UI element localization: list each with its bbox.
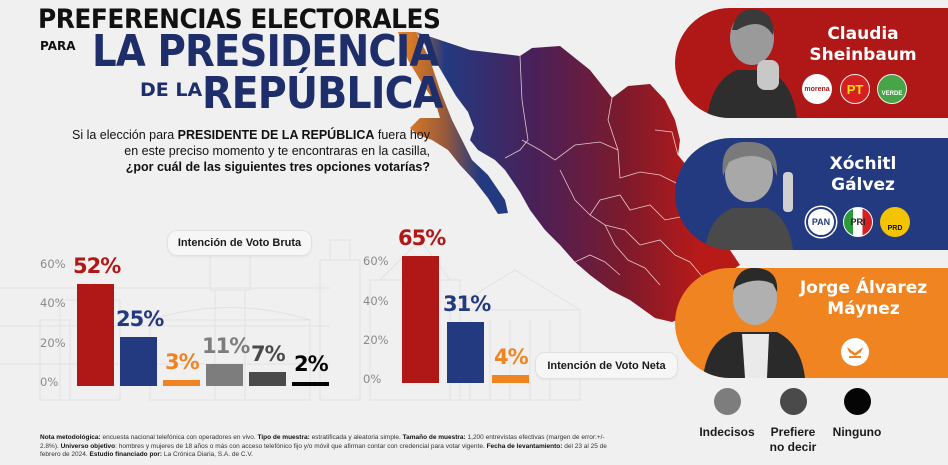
bar-prefiere-no-decir xyxy=(249,372,286,386)
candidate-last-name: Gálvez xyxy=(831,175,895,195)
candidate-name-sheinbaum: Claudia Sheinbaum xyxy=(788,24,938,66)
survey-question: Si la elección para PRESIDENTE DE LA REP… xyxy=(60,127,430,175)
note-value: : hombres y mujeres de 18 años o más con… xyxy=(115,442,487,450)
y-tick-label: 20% xyxy=(40,335,66,350)
bar-ninguno xyxy=(292,382,329,386)
chart-title-neta: Intención de Voto Neta xyxy=(535,352,678,379)
legend-label: Ninguno xyxy=(832,425,882,439)
legend-swatch xyxy=(779,388,807,415)
note-key: Estudio financiado por: xyxy=(89,451,163,458)
note-value: encuesta nacional telefónica con operado… xyxy=(100,434,258,441)
title-para: PARA xyxy=(40,39,76,53)
y-tick-label: 0% xyxy=(363,372,382,386)
y-tick-label: 20% xyxy=(363,332,389,347)
question-bold-2: ¿por cuál de las siguientes tres opcione… xyxy=(125,160,430,174)
candidate-photo-galvez xyxy=(705,141,793,250)
legend-swatch xyxy=(713,388,741,415)
data-label-claudia-sheinbaum: 65% xyxy=(398,225,446,250)
candidate-last-name: Sheinbaum xyxy=(809,45,917,65)
candidate-name-maynez: Jorge Álvarez Máynez xyxy=(781,278,946,320)
data-label-xochitl-galvez: 25% xyxy=(116,306,164,331)
morena-logo-icon: morena xyxy=(802,74,832,104)
candidate-photo-sheinbaum xyxy=(707,9,797,118)
data-label-claudia-sheinbaum: 52% xyxy=(73,253,121,278)
candidate-last-name: Máynez xyxy=(827,299,900,319)
title-line-3: REPÚBLICA xyxy=(202,68,443,119)
candidate-photo-maynez xyxy=(703,268,805,378)
note-key: Fecha de levantamiento: xyxy=(486,442,563,450)
legend-label: Prefiere no decir xyxy=(769,425,817,454)
pan-logo-icon: PAN xyxy=(806,207,836,237)
note-key: Nota metodológica: xyxy=(40,434,101,441)
y-tick-label: 0% xyxy=(40,375,59,389)
note-key: Universo objetivo xyxy=(60,442,116,450)
y-tick-label: 40% xyxy=(363,293,389,308)
bar-xochitl-galvez xyxy=(447,322,484,383)
chart-title-bruta: Intención de Voto Bruta xyxy=(167,230,312,256)
legend-item-prefiere-no-decir: Prefiere no decir xyxy=(753,388,833,455)
legend-swatch xyxy=(843,388,871,415)
legend-item-indecisos: Indecisos xyxy=(687,388,767,440)
movimiento-ciudadano-logo-icon xyxy=(841,338,869,366)
legend-label: Indecisos xyxy=(699,425,755,439)
question-text-1: Si la elección para xyxy=(72,128,178,142)
data-label-indecisos: 11% xyxy=(202,334,250,359)
candidate-name-galvez: Xóchitl Gálvez xyxy=(788,154,938,196)
pt-logo-icon: PT xyxy=(840,74,870,104)
title-de-la: DE LA xyxy=(140,79,203,101)
candidate-card-maynez: Jorge Álvarez Máynez xyxy=(675,268,948,378)
bar-jorge-alvarez-maynez xyxy=(492,375,529,383)
bar-claudia-sheinbaum xyxy=(402,255,439,383)
bar-jorge-alvarez-maynez xyxy=(163,380,200,386)
bar-claudia-sheinbaum xyxy=(77,283,114,386)
candidate-card-galvez: Xóchitl Gálvez PAN PRI PRD xyxy=(675,138,948,250)
note-key: Tipo de muestra: xyxy=(257,434,310,441)
candidate-first-name: Jorge Álvarez xyxy=(799,278,928,298)
candidate-first-name: Claudia xyxy=(827,24,899,44)
data-label-ninguno: 2% xyxy=(294,352,329,377)
y-tick-label: 40% xyxy=(40,296,66,311)
data-label-prefiere-no-decir: 7% xyxy=(251,342,286,367)
prd-logo-icon: PRD xyxy=(880,207,910,237)
eagle-icon xyxy=(847,347,863,358)
y-tick-label: 60% xyxy=(40,256,66,271)
y-tick-label: 60% xyxy=(363,254,389,269)
candidate-first-name: Xóchitl xyxy=(829,154,897,174)
question-text-2: fuera hoy en este preciso momento y te e… xyxy=(124,128,430,158)
data-label-xochitl-galvez: 31% xyxy=(443,292,491,317)
data-label-jorge-alvarez-maynez: 3% xyxy=(165,350,200,375)
bar-indecisos xyxy=(206,364,243,386)
title-line-1: PREFERENCIAS ELECTORALES xyxy=(38,4,441,35)
methodology-note: Nota metodológica: encuesta nacional tel… xyxy=(40,434,620,460)
legend-item-ninguno: Ninguno xyxy=(817,388,897,440)
question-bold-1: PRESIDENTE DE LA REPÚBLICA xyxy=(177,128,375,142)
note-value: La Crónica Diaria, S.A. de C.V. xyxy=(162,451,253,458)
bar-xochitl-galvez xyxy=(120,336,157,386)
candidate-card-sheinbaum: Claudia Sheinbaum morena PT VERDE xyxy=(675,8,948,118)
note-value: estratificada y aleatoria simple. xyxy=(309,434,403,441)
note-key: Tamaño de muestra: xyxy=(402,434,466,441)
pri-logo-icon: PRI xyxy=(843,207,873,237)
note-value: 1,200 entrevistas efectivas (margen de e… xyxy=(40,434,605,450)
note-value: del 23 al 25 de febrero de 2024. xyxy=(40,442,607,459)
data-label-jorge-alvarez-maynez: 4% xyxy=(494,345,529,370)
verde-logo-icon: VERDE xyxy=(877,74,907,104)
city-skyline-decoration xyxy=(0,234,581,401)
title-line-2: LA PRESIDENCIA xyxy=(92,26,439,77)
